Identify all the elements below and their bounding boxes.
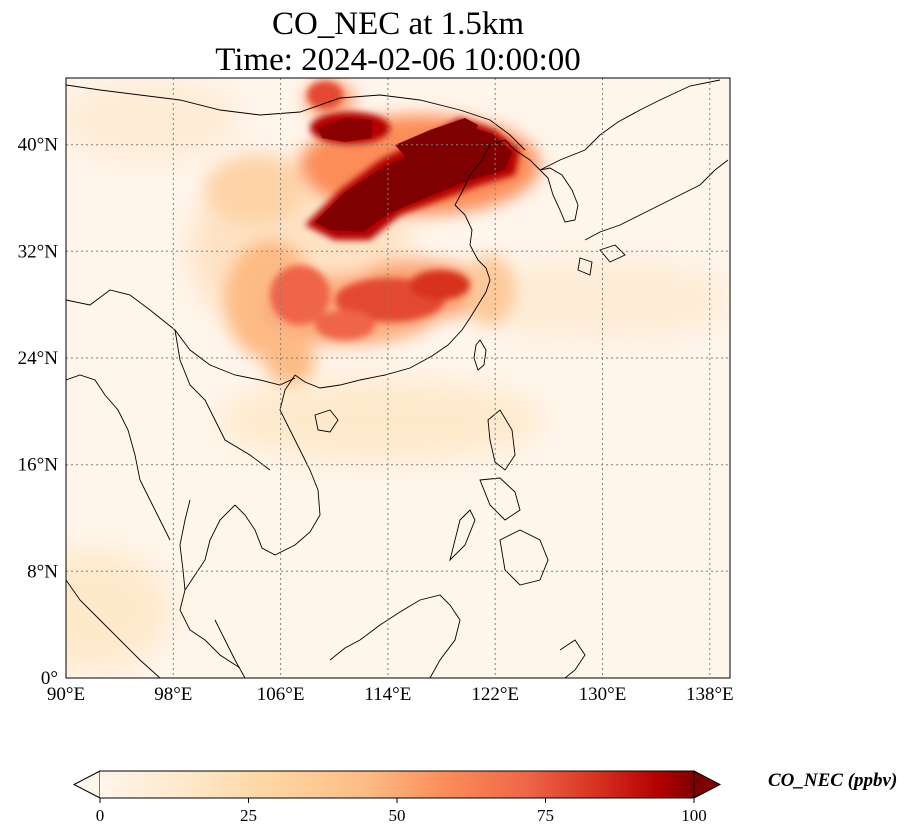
- lat-tick-label: 8°N: [27, 561, 58, 582]
- colorbar-tick-label: 75: [537, 806, 554, 825]
- map-title-line2: Time: 2024-02-06 10:00:00: [215, 42, 581, 78]
- colorbar-tick-label: 0: [96, 806, 105, 825]
- colorbar-title: CO_NEC (ppbv): [768, 770, 898, 791]
- lat-tick-labels: 0° 8°N 16°N 24°N 32°N 40°N: [18, 135, 59, 689]
- plume-core: [315, 124, 512, 232]
- colorbar: 0 25 50 75 100: [72, 770, 722, 825]
- lat-tick-label: 32°N: [18, 241, 59, 262]
- lat-tick-label: 24°N: [18, 348, 59, 369]
- colorbar-gradient: [100, 771, 694, 798]
- lat-tick-label: 0°: [41, 668, 58, 689]
- lon-tick-label: 98°E: [154, 684, 192, 705]
- map-title-line1: CO_NEC at 1.5km: [271, 6, 525, 42]
- colorbar-tick-label: 25: [240, 806, 257, 825]
- lat-tick-label: 40°N: [18, 135, 59, 156]
- lon-tick-label: 138°E: [686, 684, 734, 705]
- colorbar-tick-label: 50: [389, 806, 406, 825]
- lon-tick-label: 130°E: [579, 684, 627, 705]
- coastlines: [66, 79, 729, 678]
- lat-tick-label: 16°N: [18, 455, 59, 476]
- colorbar-tick-label: 100: [681, 806, 707, 825]
- lon-tick-label: 122°E: [471, 684, 519, 705]
- co-concentration-field: [66, 80, 730, 670]
- colorbar-extend-min: [72, 770, 101, 799]
- gridlines: [66, 78, 730, 678]
- lon-tick-label: 114°E: [364, 684, 411, 705]
- map-frame: [65, 77, 731, 679]
- lon-tick-label: 90°E: [47, 684, 85, 705]
- lon-tick-label: 106°E: [257, 684, 305, 705]
- colorbar-extend-max: [693, 770, 722, 799]
- lon-tick-labels: 90°E 98°E 106°E 114°E 122°E 130°E 138°E: [47, 684, 734, 705]
